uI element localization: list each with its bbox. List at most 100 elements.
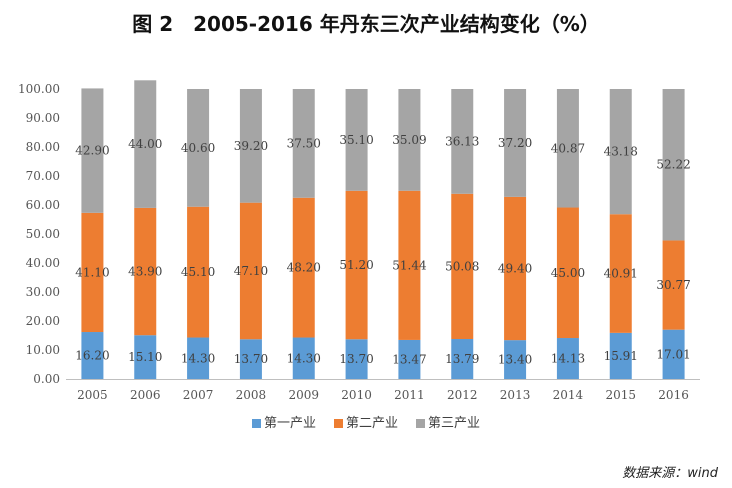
bar-segment-1 [504,340,527,379]
legend-swatch [416,419,425,428]
y-tick-label: 80.00 [26,140,60,154]
y-tick-label: 30.00 [26,285,60,299]
x-tick-label: 2006 [130,388,161,402]
bar-segment-2 [81,212,104,333]
bar-segment-1 [134,335,157,379]
data-label: 39.20 [234,139,268,153]
data-label: 43.90 [128,265,162,279]
data-label: 14.30 [287,351,321,365]
x-tick-label: 2015 [605,388,636,402]
data-label: 36.13 [445,134,479,148]
bar-segment-3 [345,89,368,191]
y-tick-label: 40.00 [26,256,60,270]
bar-segment-2 [398,190,421,340]
data-label: 51.44 [392,258,427,272]
data-label: 13.40 [498,353,532,367]
bar-segment-2 [239,202,262,340]
bar-segment-1 [398,339,421,379]
data-label: 13.79 [445,352,479,366]
legend-label: 第一产业 [264,416,316,431]
legend-swatch [334,419,343,428]
bar-segment-3 [134,80,157,208]
data-label: 49.40 [498,262,532,276]
bar-segment-1 [292,337,315,379]
x-tick-label: 2008 [236,388,267,402]
data-label: 43.18 [604,145,638,159]
bar-segment-1 [187,337,210,379]
data-label: 13.70 [339,352,373,366]
data-label: 50.08 [445,259,479,273]
y-tick-label: 60.00 [26,198,60,212]
bar-segment-3 [398,89,421,191]
x-tick-label: 2014 [553,388,584,402]
data-label: 45.00 [551,266,585,280]
bar-segment-2 [134,207,157,336]
data-label: 15.91 [604,349,638,363]
data-label: 13.70 [234,352,268,366]
data-label: 40.60 [181,141,215,155]
y-tick-label: 50.00 [26,227,60,241]
x-tick-label: 2007 [183,388,214,402]
data-label: 51.20 [339,258,373,272]
bar-segment-2 [292,197,315,338]
bar-segment-1 [556,338,579,379]
x-tick-label: 2005 [77,388,108,402]
x-tick-label: 2009 [288,388,319,402]
data-label: 37.50 [287,136,321,150]
x-tick-label: 2013 [500,388,531,402]
bar-segment-2 [187,206,210,338]
bar-segment-2 [556,207,579,339]
bar-segment-2 [609,214,632,333]
bar-segment-1 [239,339,262,379]
legend-label: 第三产业 [428,416,480,431]
bar-segment-1 [451,339,474,379]
data-label: 48.20 [287,261,321,275]
y-tick-label: 20.00 [26,314,60,328]
bar-segment-3 [292,89,315,198]
data-label: 13.47 [392,352,426,366]
data-label: 35.09 [392,133,426,147]
bar-segment-2 [662,240,685,330]
bar-segment-3 [662,89,685,241]
x-tick-label: 2011 [394,388,425,402]
bar-segment-3 [187,89,210,207]
bar-segment-2 [345,190,368,340]
x-tick-label: 2010 [341,388,372,402]
data-label: 15.10 [128,350,162,364]
data-label: 52.22 [656,158,690,172]
x-tick-label: 2016 [658,388,689,402]
data-label: 44.00 [128,137,162,151]
data-label: 14.13 [551,352,585,366]
chart-title: 图 2 2005-2016 年丹东三次产业结构变化（%） [132,12,600,36]
data-label: 41.10 [75,265,109,279]
data-label: 30.77 [656,278,690,292]
bar-segment-1 [609,332,632,379]
bar-segment-1 [345,339,368,379]
legend-swatch [252,419,261,428]
bar-segment-3 [451,89,474,194]
bar-segment-1 [662,329,685,379]
bar-segment-3 [81,88,104,213]
bar-segment-1 [81,332,104,379]
data-label: 16.20 [75,349,109,363]
data-source-note: 数据来源：wind [622,466,718,481]
data-label: 35.10 [339,133,373,147]
y-tick-label: 0.00 [33,372,60,386]
bar-segment-3 [609,89,632,215]
bar-segment-3 [239,89,262,203]
bar-segment-2 [504,196,527,341]
y-tick-label: 70.00 [26,169,60,183]
bar-segment-3 [556,89,579,208]
data-label: 37.20 [498,136,532,150]
y-tick-label: 100.00 [18,82,60,96]
x-tick-label: 2012 [447,388,478,402]
data-label: 40.91 [604,267,638,281]
bar-segment-3 [504,89,527,197]
data-label: 17.01 [656,347,690,361]
legend-label: 第二产业 [346,416,398,431]
data-label: 45.10 [181,265,215,279]
data-label: 47.10 [234,264,268,278]
data-label: 14.30 [181,351,215,365]
y-tick-label: 90.00 [26,111,60,125]
